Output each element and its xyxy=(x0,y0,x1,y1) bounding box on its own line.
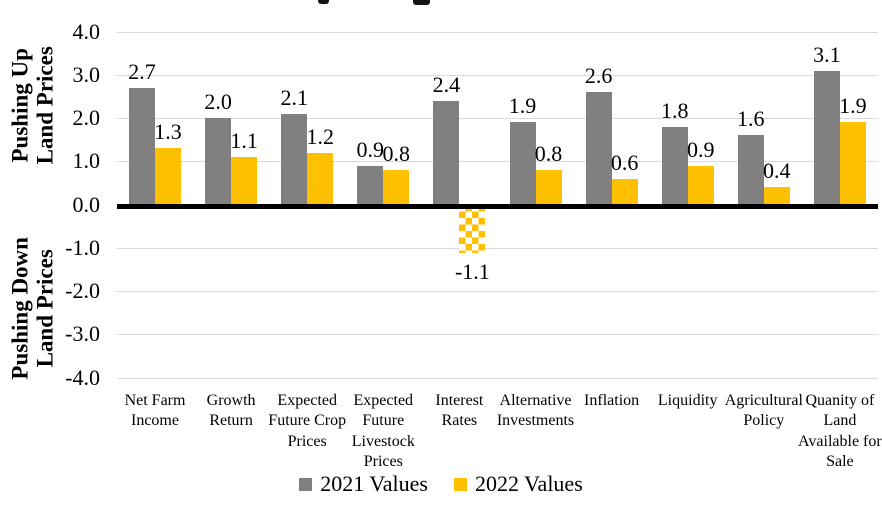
bar-2021-9 xyxy=(813,70,840,205)
bar-2021-6 xyxy=(585,92,612,205)
bar-2022-6 xyxy=(611,178,638,205)
y-tick-label: -4.0 xyxy=(65,364,100,390)
gridline xyxy=(117,334,878,336)
y-tick-label: 3.0 xyxy=(72,61,101,87)
bar-value-label: 2.4 xyxy=(432,71,461,97)
bar-value-label: 1.8 xyxy=(660,97,689,123)
category-label: Expected Future Crop Prices xyxy=(268,392,347,450)
bar-value-label: 0.6 xyxy=(610,149,639,175)
bar-2022-1 xyxy=(231,157,258,205)
category-label: Inflation xyxy=(584,392,640,409)
category-label: Liquidity xyxy=(657,392,718,409)
bar-2021-5 xyxy=(509,122,536,205)
bar-2022-0 xyxy=(155,148,181,205)
bar-value-label: 3.1 xyxy=(813,41,841,67)
bar-value-label: 1.3 xyxy=(154,119,182,145)
bar-2021-3 xyxy=(357,165,384,205)
bar-2021-8 xyxy=(737,135,764,205)
category-label: Quanity of Land Available for Sale xyxy=(798,392,882,471)
bar-2022-9 xyxy=(839,122,866,205)
bar-2022-2 xyxy=(307,152,334,205)
category-label: Interest Rates xyxy=(435,392,484,430)
y-tick-label: 1.0 xyxy=(72,148,101,174)
legend-swatch-2021 xyxy=(299,477,313,491)
y-tick-label: 4.0 xyxy=(72,18,101,44)
gridline xyxy=(117,291,878,293)
bar-value-label: 2.0 xyxy=(204,89,232,115)
legend-swatch-2022 xyxy=(454,477,467,491)
bar-2022-5 xyxy=(535,170,562,205)
bar-2021-7 xyxy=(661,126,688,205)
category-label: Agricultural Policy xyxy=(724,392,803,430)
category-label: Expected Future Livestock Prices xyxy=(351,392,415,471)
gridline xyxy=(117,31,878,33)
zero-axis-line xyxy=(117,204,878,209)
bar-2022-4 xyxy=(459,205,486,253)
bar-value-label: 0.8 xyxy=(382,141,411,166)
bar-value-label: -1.1 xyxy=(454,259,490,285)
legend-label-2021: 2021 Values xyxy=(320,471,428,496)
cropped-title-descender-fragment xyxy=(413,0,430,5)
bar-2022-7 xyxy=(687,165,714,205)
gridline xyxy=(117,74,878,76)
category-label: Net Farm Income xyxy=(124,392,186,430)
gridline xyxy=(117,161,878,163)
bar-value-label: 1.6 xyxy=(737,106,765,132)
gridline xyxy=(117,118,878,120)
bar-value-label: 1.9 xyxy=(839,93,867,119)
bar-2021-1 xyxy=(205,118,232,205)
bar-2021-4 xyxy=(433,100,460,205)
cropped-title-descender-fragment xyxy=(318,0,329,4)
y-tick-label: 0.0 xyxy=(72,191,101,217)
y-tick-label: 2.0 xyxy=(72,105,101,131)
y-axis-title-lower-line2: Land Prices xyxy=(33,249,58,368)
bar-2022-8 xyxy=(763,187,790,205)
bar-value-label: 2.7 xyxy=(128,58,156,84)
gridline xyxy=(117,247,878,249)
bar-value-label: 1.1 xyxy=(230,128,258,153)
gridline xyxy=(117,377,878,379)
bar-value-label: 1.2 xyxy=(306,123,334,149)
legend-label-2022: 2022 Values xyxy=(475,471,583,496)
bar-value-label: 2.6 xyxy=(584,63,613,89)
bar-value-label: 0.9 xyxy=(356,136,385,162)
legend-item-2021: 2021 Values xyxy=(299,473,428,495)
y-tick-label: -1.0 xyxy=(65,234,100,260)
bar-2021-2 xyxy=(281,113,308,205)
bar-value-label: 1.9 xyxy=(508,93,537,119)
bar-value-label: 0.9 xyxy=(686,136,715,162)
category-label: Growth Return xyxy=(206,392,256,430)
bar-2021-0 xyxy=(129,87,155,205)
y-tick-label: -2.0 xyxy=(65,278,100,304)
bar-value-label: 0.8 xyxy=(534,141,563,166)
bar-2022-3 xyxy=(383,170,410,205)
bar-value-label: 0.4 xyxy=(763,158,791,184)
legend: 2021 Values 2022 Values xyxy=(0,473,882,495)
legend-item-2022: 2022 Values xyxy=(454,473,583,495)
y-tick-label: -3.0 xyxy=(65,321,100,347)
category-label: Alternative Investments xyxy=(496,392,575,430)
bar-value-label: 2.1 xyxy=(280,84,308,110)
